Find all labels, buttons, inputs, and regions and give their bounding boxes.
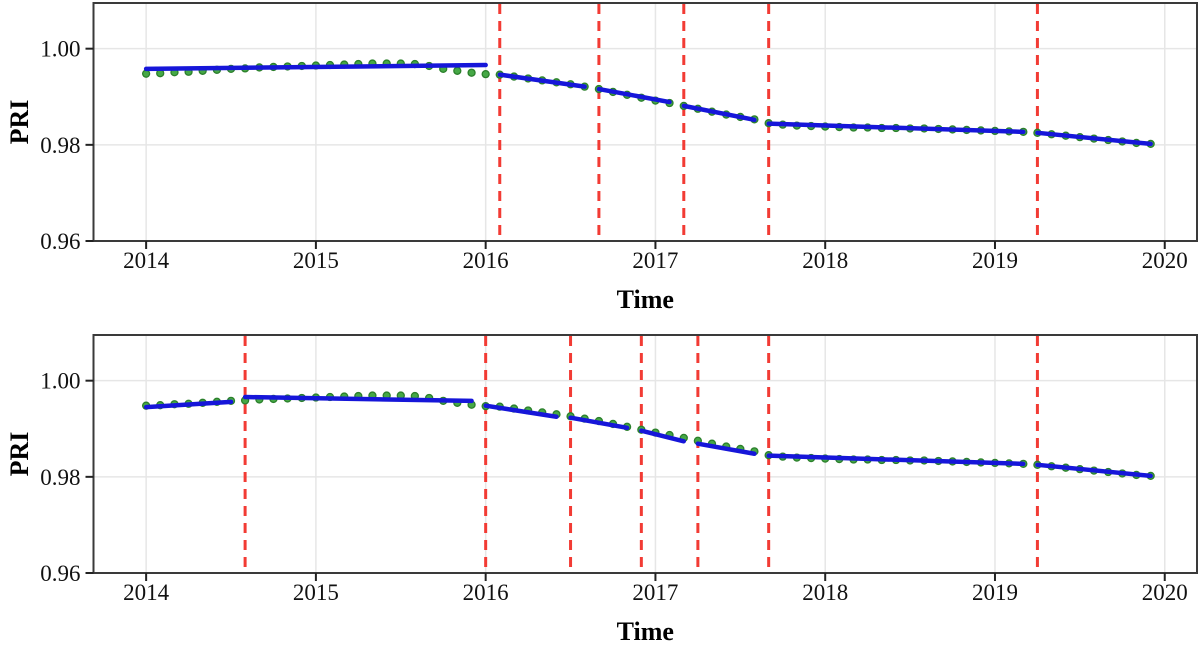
y-tick-label: 1.00: [40, 369, 80, 394]
plot-background: [93, 3, 1197, 241]
fitted-segment: [143, 62, 488, 72]
fitted-segment: [695, 441, 757, 457]
fitted-segment: [497, 72, 587, 89]
observed-point: [467, 68, 476, 77]
x-tick-label: 2020: [1142, 248, 1188, 273]
axes: 1.00 0.98 0.96 2014 2015 2016 2017 2018 2019 2020: [40, 369, 1187, 605]
fitted-segment: [143, 399, 234, 410]
x-tick-label: 2016: [463, 580, 509, 605]
breakpoint-lines: [243, 336, 1039, 572]
fitted-segment: [596, 86, 672, 105]
fitted-segment: [483, 403, 559, 419]
y-tick-label: 0.98: [40, 133, 80, 158]
observed-point: [141, 69, 151, 78]
fitted-segment: [1035, 130, 1153, 147]
breakpoint-lines: [498, 4, 1039, 240]
y-axis-title: PRI: [5, 100, 34, 145]
fitted-segment: [766, 121, 1026, 135]
panel-bottom: 1.00 0.98 0.96 2014 2015 2016 2017 2018 2019 2020…: [5, 334, 1198, 646]
x-axis-title: Time: [617, 285, 674, 314]
observed-point: [481, 70, 490, 79]
x-tick-label: 2019: [972, 580, 1018, 605]
x-tick-label: 2017: [632, 248, 678, 273]
fitted-segments: [143, 62, 1153, 147]
fitted-segment: [639, 428, 687, 444]
x-tick-label: 2016: [463, 248, 509, 273]
panel-top: 1.00 0.98 0.96 2014 2015 2016 2017 2018 2019 2020…: [5, 2, 1198, 314]
fitted-segment: [681, 103, 757, 123]
axes: 1.00 0.98 0.96 2014 2015 2016 2017 2018 2019 2020: [40, 37, 1187, 273]
fitted-segment: [242, 394, 474, 404]
x-axis-title: Time: [617, 617, 674, 646]
fitted-segment: [568, 415, 630, 431]
plot-background: [93, 335, 1197, 573]
observed-point: [453, 66, 462, 75]
y-tick-label: 0.96: [40, 229, 80, 254]
panel-border: [92, 2, 1198, 242]
x-tick-label: 2015: [293, 580, 339, 605]
x-tick-label: 2017: [632, 580, 678, 605]
x-tick-label: 2015: [293, 248, 339, 273]
x-tick-label: 2020: [1142, 580, 1188, 605]
x-tick-label: 2018: [802, 580, 848, 605]
fitted-segments: [143, 394, 1153, 479]
y-tick-label: 0.96: [40, 561, 80, 586]
panel-border: [92, 334, 1198, 574]
x-tick-label: 2014: [123, 580, 170, 605]
y-axis-title: PRI: [5, 432, 34, 477]
y-tick-label: 1.00: [40, 37, 80, 62]
fitted-segment: [766, 453, 1026, 467]
x-tick-label: 2018: [802, 248, 848, 273]
x-tick-label: 2014: [123, 248, 170, 273]
x-tick-label: 2019: [972, 248, 1018, 273]
fitted-segment: [1035, 462, 1153, 479]
y-tick-label: 0.98: [40, 465, 80, 490]
